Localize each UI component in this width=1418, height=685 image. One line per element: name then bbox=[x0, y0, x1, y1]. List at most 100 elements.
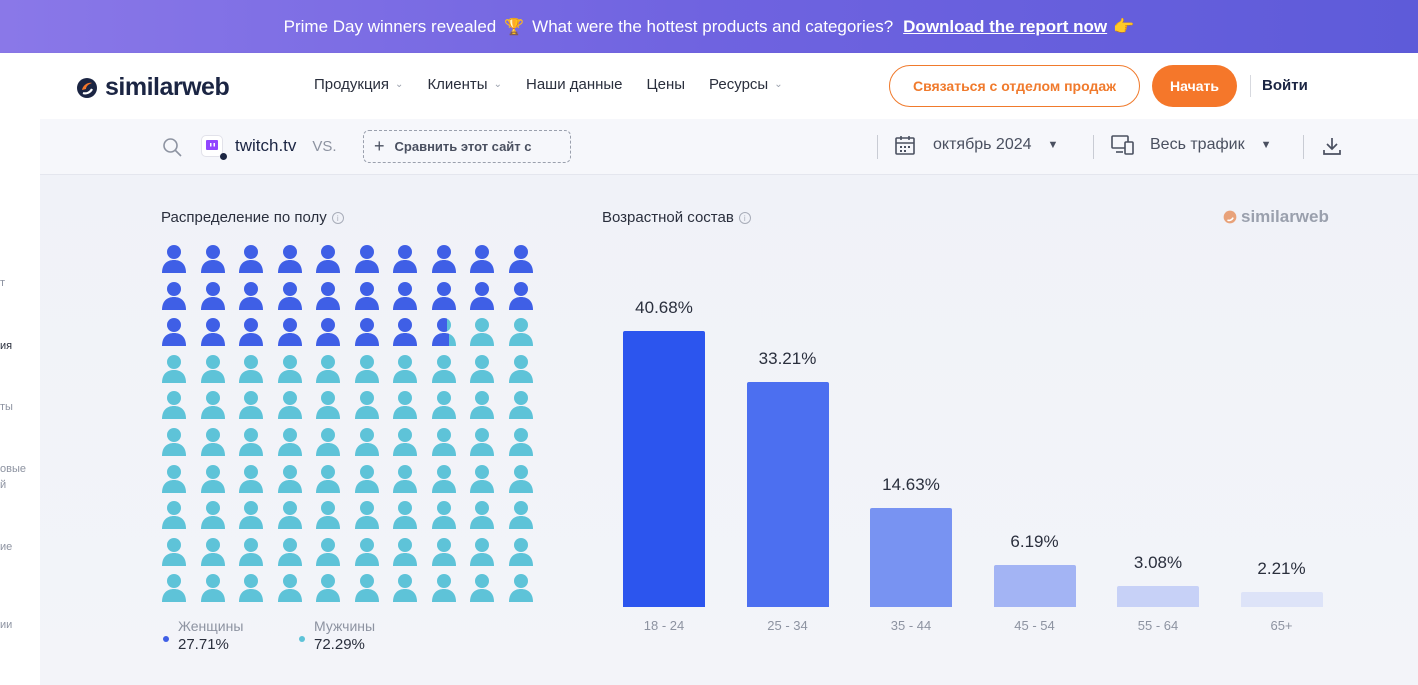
person-icon bbox=[469, 390, 495, 420]
person-icon bbox=[354, 464, 380, 494]
sidebar-item-fragment[interactable]: й bbox=[0, 479, 7, 491]
caret-down-icon: ▼ bbox=[1260, 139, 1272, 151]
person-icon bbox=[392, 573, 418, 603]
login-link[interactable]: Войти bbox=[1262, 77, 1308, 94]
info-icon[interactable]: i bbox=[738, 212, 751, 224]
sidebar-item-fragment[interactable]: ты bbox=[0, 401, 13, 413]
banner-text: Prime Day winners revealed bbox=[283, 16, 497, 36]
age-bar[interactable] bbox=[1117, 586, 1199, 607]
bar-value-label: 3.08% bbox=[1133, 553, 1183, 573]
person-icon bbox=[238, 244, 264, 274]
person-icon bbox=[431, 427, 457, 457]
person-icon bbox=[200, 317, 226, 347]
nav-menu-item[interactable]: Наши данные bbox=[526, 76, 623, 93]
nav-menu-item[interactable]: Клиенты ⌄ bbox=[427, 76, 502, 93]
person-icon bbox=[508, 464, 534, 494]
legend-dot bbox=[299, 636, 305, 642]
download-icon[interactable] bbox=[1321, 135, 1343, 157]
person-icon bbox=[392, 537, 418, 567]
info-icon[interactable]: i bbox=[331, 212, 344, 224]
date-selector[interactable]: октябрь 2024 ▼ bbox=[894, 134, 1058, 156]
bar-category-label: 18 - 24 bbox=[643, 618, 685, 633]
gender-title: Распределение по полу i bbox=[161, 209, 344, 226]
person-icon bbox=[238, 427, 264, 457]
nav-divider bbox=[1250, 75, 1251, 97]
person-icon bbox=[238, 573, 264, 603]
person-icon bbox=[469, 500, 495, 530]
person-icon bbox=[354, 317, 380, 347]
person-icon bbox=[315, 464, 341, 494]
person-icon bbox=[508, 244, 534, 274]
compare-label: Сравнить этот сайт с bbox=[394, 139, 532, 154]
nav-menu: Продукция ⌄ Клиенты ⌄ Наши данные Цены Ресурсы… bbox=[314, 76, 807, 93]
legend-male-value: 72.29% bbox=[314, 636, 365, 653]
contact-sales-button[interactable]: Связаться с отделом продаж bbox=[889, 65, 1140, 107]
age-bar[interactable] bbox=[870, 507, 952, 607]
sidebar-item-fragment[interactable]: ии bbox=[0, 619, 13, 631]
person-icon bbox=[161, 317, 187, 347]
person-icon bbox=[277, 573, 303, 603]
person-icon bbox=[200, 573, 226, 603]
main-nav: similarweb Продукция ⌄ Клиенты ⌄ Наши данные… bbox=[0, 53, 1418, 119]
person-icon bbox=[315, 244, 341, 274]
nav-menu-item[interactable]: Цены bbox=[647, 76, 686, 93]
person-icon bbox=[315, 537, 341, 567]
age-bar[interactable] bbox=[746, 381, 829, 607]
person-icon bbox=[354, 390, 380, 420]
person-icon bbox=[469, 317, 495, 347]
sidebar-item-fragment[interactable]: ие bbox=[0, 541, 13, 553]
site-chip[interactable]: twitch.tv VS. bbox=[201, 135, 337, 160]
sidebar-item-fragment[interactable]: т bbox=[0, 277, 6, 289]
age-bar[interactable] bbox=[623, 331, 705, 607]
person-icon bbox=[161, 354, 187, 384]
bar-value-label: 40.68% bbox=[635, 298, 693, 317]
toolbar-divider bbox=[1303, 135, 1304, 159]
age-bar[interactable] bbox=[993, 565, 1076, 607]
person-icon bbox=[200, 390, 226, 420]
person-icon bbox=[431, 317, 457, 347]
person-icon bbox=[469, 244, 495, 274]
person-icon bbox=[431, 244, 457, 274]
sidebar-item-fragment[interactable]: овые bbox=[0, 463, 26, 475]
person-icon bbox=[392, 281, 418, 311]
similarweb-logo[interactable]: similarweb bbox=[76, 73, 230, 102]
person-icon bbox=[277, 537, 303, 567]
pointing-hand-icon: 👉 bbox=[1113, 16, 1135, 36]
nav-menu-label: Клиенты bbox=[427, 76, 488, 93]
bar-category-label: 35 - 44 bbox=[890, 618, 932, 633]
person-icon bbox=[508, 573, 534, 603]
person-icon bbox=[200, 244, 226, 274]
compare-site-button[interactable]: + Сравнить этот сайт с bbox=[363, 130, 571, 163]
nav-menu-label: Продукция bbox=[314, 76, 390, 93]
person-icon bbox=[277, 500, 303, 530]
legend-dot bbox=[163, 636, 169, 642]
search-icon[interactable] bbox=[162, 137, 183, 158]
traffic-selector[interactable]: Весь трафик ▼ bbox=[1111, 134, 1271, 156]
twitch-logo-icon bbox=[201, 135, 227, 160]
person-icon bbox=[277, 317, 303, 347]
traffic-label: Весь трафик bbox=[1150, 136, 1245, 153]
start-button[interactable]: Начать bbox=[1152, 65, 1237, 107]
nav-menu-label: Ресурсы bbox=[709, 76, 769, 93]
person-icon bbox=[469, 427, 495, 457]
person-icon bbox=[469, 573, 495, 603]
person-icon bbox=[277, 281, 303, 311]
banner-report-link[interactable]: Download the report now bbox=[903, 16, 1108, 36]
legend-female-label: Женщины bbox=[178, 618, 244, 634]
person-icon bbox=[315, 354, 341, 384]
person-icon bbox=[238, 390, 264, 420]
person-icon bbox=[161, 500, 187, 530]
nav-menu-item[interactable]: Продукция ⌄ bbox=[314, 76, 403, 93]
legend-male-label: Мужчины bbox=[314, 618, 376, 634]
watermark-text: similarweb bbox=[1241, 207, 1329, 226]
person-icon bbox=[161, 390, 187, 420]
nav-menu-item[interactable]: Ресурсы ⌄ bbox=[709, 76, 783, 93]
sidebar-item-fragment[interactable]: ия bbox=[0, 340, 13, 352]
promo-banner: Prime Day winners revealed 🏆 What were t… bbox=[0, 0, 1418, 53]
chevron-down-icon: ⌄ bbox=[774, 79, 783, 90]
age-bar[interactable] bbox=[1240, 592, 1323, 607]
person-icon bbox=[508, 390, 534, 420]
person-icon bbox=[200, 427, 226, 457]
age-title-text: Возрастной состав bbox=[602, 209, 734, 226]
person-icon bbox=[238, 317, 264, 347]
